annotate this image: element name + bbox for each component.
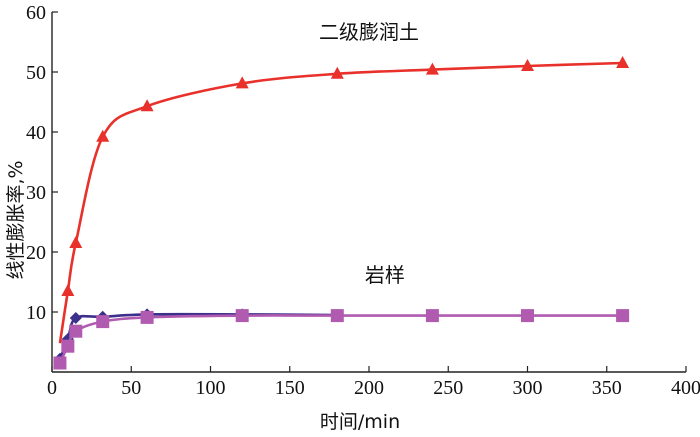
data-point xyxy=(69,236,83,248)
data-point xyxy=(69,324,83,338)
data-point xyxy=(69,312,82,324)
series-triangle xyxy=(58,56,630,344)
data-point xyxy=(425,309,439,323)
data-point xyxy=(96,129,110,142)
data-point xyxy=(61,284,75,296)
y-tick-label: 10 xyxy=(26,302,46,324)
y-tick-label: 50 xyxy=(26,62,46,84)
x-tick-label: 100 xyxy=(196,377,226,399)
series-layer xyxy=(53,56,630,370)
y-axis-title: 线性膨胀率,% xyxy=(5,160,27,279)
data-point xyxy=(140,99,154,112)
data-point xyxy=(616,309,630,323)
x-tick-label: 400 xyxy=(671,377,700,399)
series-line xyxy=(58,61,623,344)
data-point xyxy=(235,76,249,89)
annotation-label: 二级膨润土 xyxy=(319,20,419,44)
y-tick-label: 30 xyxy=(26,182,46,204)
data-point xyxy=(61,339,75,353)
x-tick-label: 250 xyxy=(433,377,463,399)
x-tick-label: 50 xyxy=(121,377,141,399)
data-point xyxy=(330,66,344,79)
y-tick-label: 60 xyxy=(26,2,46,24)
y-tick-label: 40 xyxy=(26,122,46,144)
x-tick-label: 300 xyxy=(513,377,543,399)
data-point xyxy=(616,56,630,68)
x-axis-title: 时间/min xyxy=(320,411,400,433)
x-tick-label: 200 xyxy=(354,377,384,399)
data-point xyxy=(53,356,67,370)
axes: 0 50 100 150 200 250 300 350 400 10 20 30 40 50 60 xyxy=(26,2,700,399)
data-point xyxy=(235,309,249,323)
y-tick-label: 20 xyxy=(26,242,46,264)
data-point xyxy=(330,309,344,323)
data-point xyxy=(96,315,110,329)
x-tick-label: 150 xyxy=(275,377,305,399)
data-point xyxy=(521,59,534,71)
data-point xyxy=(521,309,534,323)
series-square xyxy=(53,309,630,370)
x-tick-label: 350 xyxy=(592,377,622,399)
annotation-label: 岩样 xyxy=(365,263,405,287)
x-tick-label: 0 xyxy=(47,377,57,399)
data-point xyxy=(140,310,154,324)
data-point xyxy=(425,62,439,75)
